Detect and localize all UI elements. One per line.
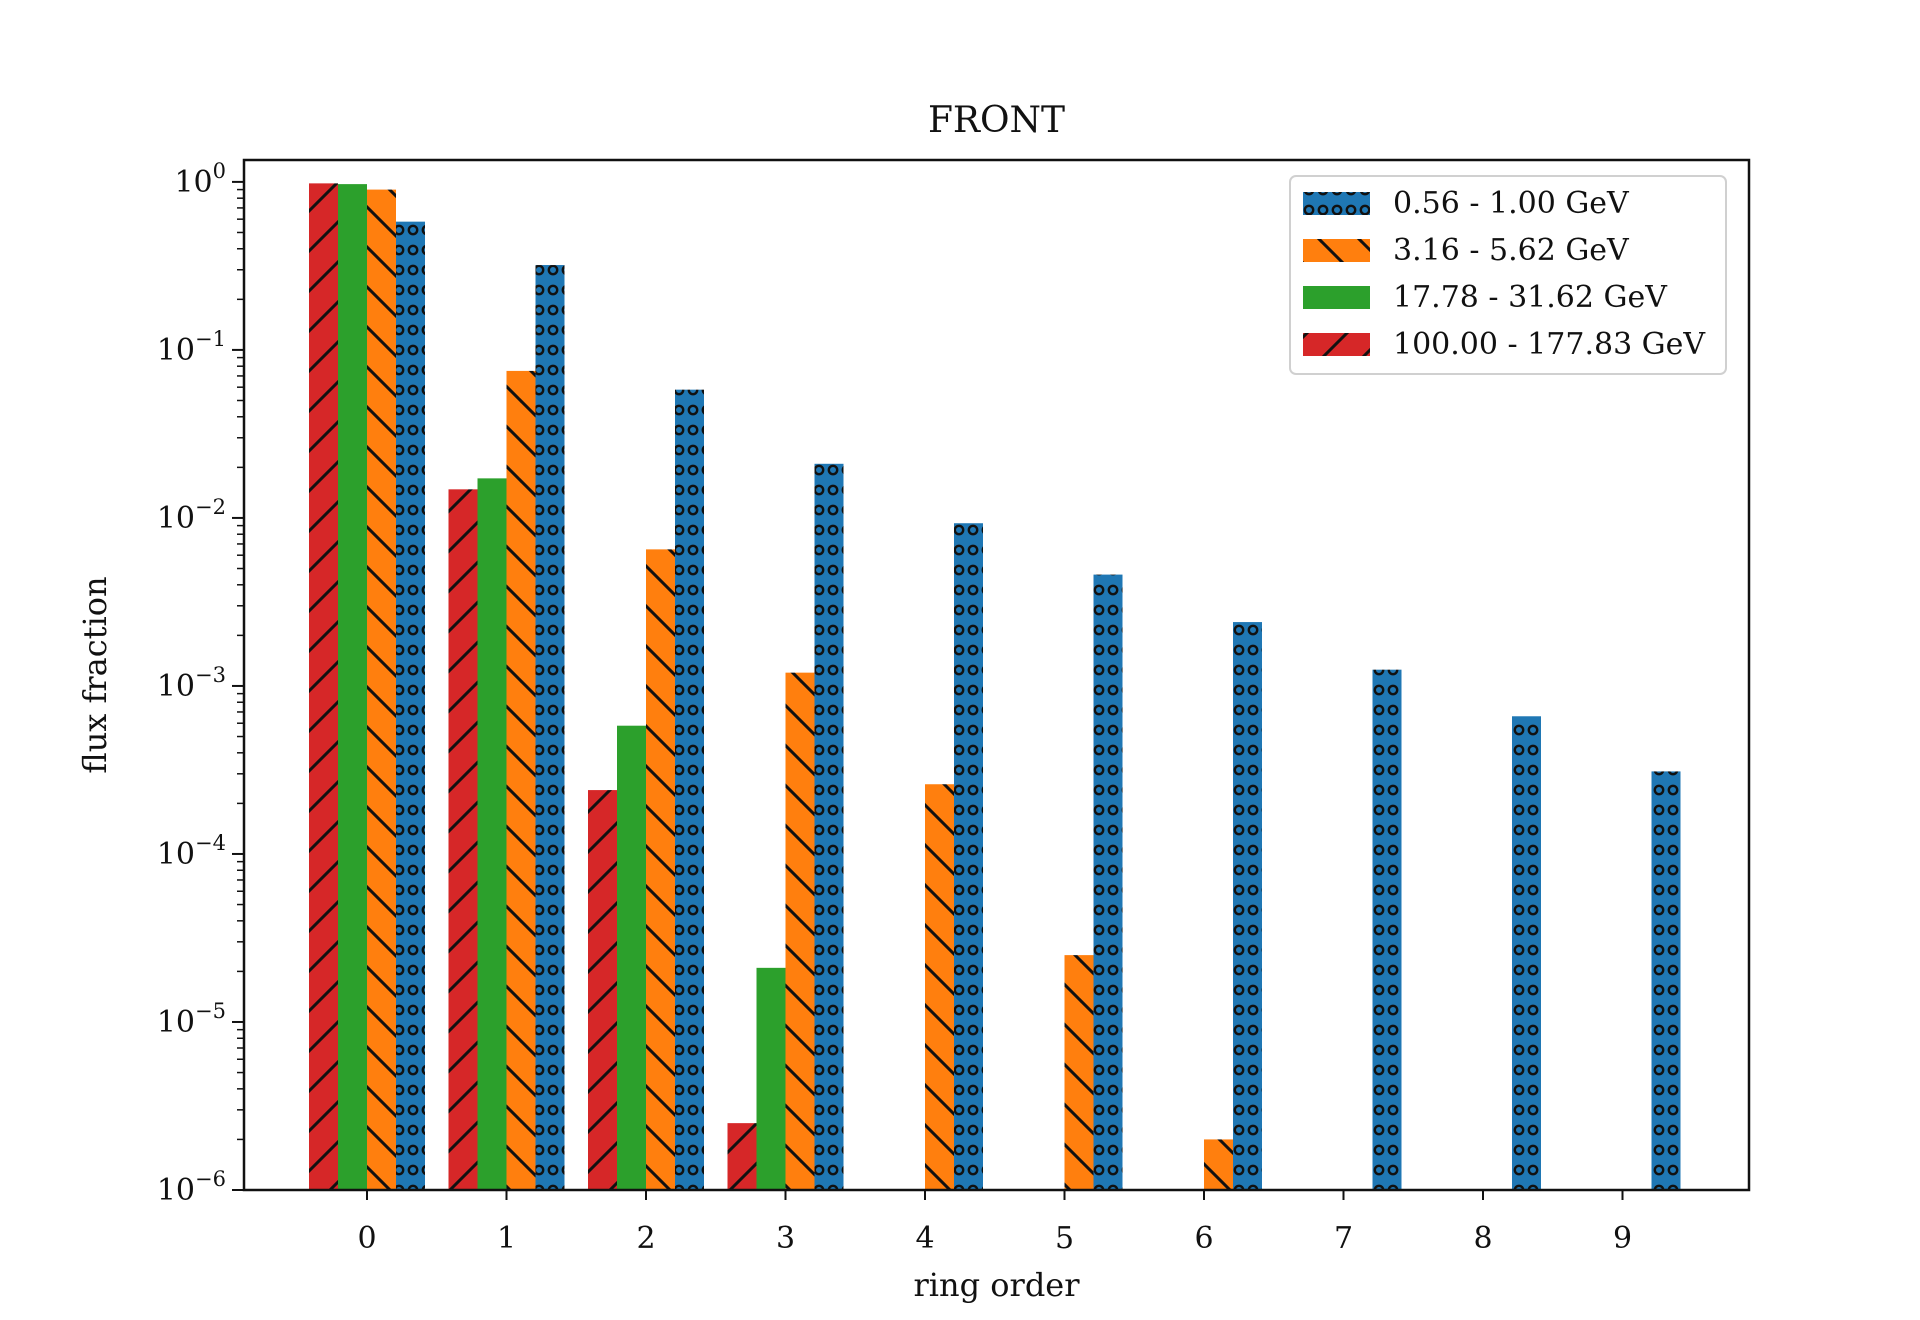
bar <box>535 265 565 1190</box>
legend: 0.56 - 1.00 GeV 3.16 - 5.62 GeV 17.78 - 31… <box>1289 175 1727 375</box>
bar <box>617 725 646 1190</box>
bar <box>785 672 815 1190</box>
legend-box <box>1289 175 1727 375</box>
x-tick-label: 8 <box>1473 1221 1492 1256</box>
y-tick-label: 10−4 <box>157 831 226 872</box>
y-tick-label: 10−6 <box>157 1167 226 1208</box>
y-tick-label: 10−5 <box>157 999 226 1040</box>
bar <box>338 184 367 1190</box>
x-tick-label: 3 <box>776 1221 795 1256</box>
bar <box>1204 1139 1233 1190</box>
chart-title: FRONT <box>928 100 1065 141</box>
bars-layer <box>309 183 1681 1191</box>
legend-entry: 3.16 - 5.62 GeV <box>1303 233 1630 268</box>
x-tick-label: 0 <box>357 1221 376 1256</box>
plot-frame <box>242 158 1751 1192</box>
bar <box>1064 955 1094 1190</box>
bar <box>727 1123 757 1190</box>
y-tick-label: 100 <box>174 159 226 200</box>
x-tick-label: 4 <box>915 1221 934 1256</box>
x-axis: 0 1 2 3 4 5 6 7 8 9 <box>357 1190 1632 1256</box>
legend-entry: 100.00 - 177.83 GeV <box>1303 327 1706 362</box>
x-axis-title: ring order <box>913 1266 1080 1304</box>
legend-entry: 0.56 - 1.00 GeV <box>1303 186 1630 221</box>
legend-label: 17.78 - 31.62 GeV <box>1393 280 1668 315</box>
x-tick-label: 7 <box>1334 1221 1353 1256</box>
bar <box>756 967 786 1190</box>
bar <box>1512 716 1541 1190</box>
x-tick-label: 2 <box>636 1221 655 1256</box>
y-axis: 100 10−1 10−2 10−3 10−4 10−5 10−6 <box>157 159 244 1208</box>
legend-swatch <box>1303 192 1370 215</box>
legend-swatch <box>1303 286 1370 309</box>
bar <box>588 790 617 1190</box>
series-0-56-1-00-gev <box>396 221 1681 1190</box>
bar <box>1093 574 1123 1190</box>
bar <box>646 549 675 1190</box>
y-tick-label: 10−3 <box>157 663 226 704</box>
bar <box>1651 771 1681 1190</box>
series-3-16-5-62-gev <box>367 189 1233 1191</box>
legend-label: 0.56 - 1.00 GeV <box>1393 186 1630 221</box>
x-tick-label: 9 <box>1613 1221 1632 1256</box>
bar <box>448 489 478 1191</box>
legend-entry: 17.78 - 31.62 GeV <box>1303 280 1668 315</box>
bar <box>814 463 844 1190</box>
bar <box>477 478 507 1190</box>
series-100-00-177-83-gev <box>309 183 757 1191</box>
bar <box>309 183 338 1190</box>
x-tick-label: 6 <box>1194 1221 1213 1256</box>
x-tick-label: 5 <box>1055 1221 1074 1256</box>
bar <box>367 189 396 1191</box>
bar <box>506 370 536 1190</box>
legend-swatch <box>1303 333 1370 356</box>
bar <box>1372 669 1402 1190</box>
legend-label: 100.00 - 177.83 GeV <box>1393 327 1706 362</box>
bar <box>925 784 954 1190</box>
bar <box>1233 622 1262 1190</box>
legend-swatch <box>1303 239 1370 262</box>
bar <box>396 221 425 1190</box>
legend-label: 3.16 - 5.62 GeV <box>1393 233 1630 268</box>
y-tick-label: 10−2 <box>157 495 226 536</box>
y-tick-label: 10−1 <box>157 327 226 368</box>
x-tick-label: 1 <box>497 1221 516 1256</box>
bar <box>954 523 983 1190</box>
y-axis-title: flux fraction <box>76 576 114 773</box>
series-17-78-31-62-gev <box>338 184 786 1190</box>
bar <box>675 389 704 1190</box>
